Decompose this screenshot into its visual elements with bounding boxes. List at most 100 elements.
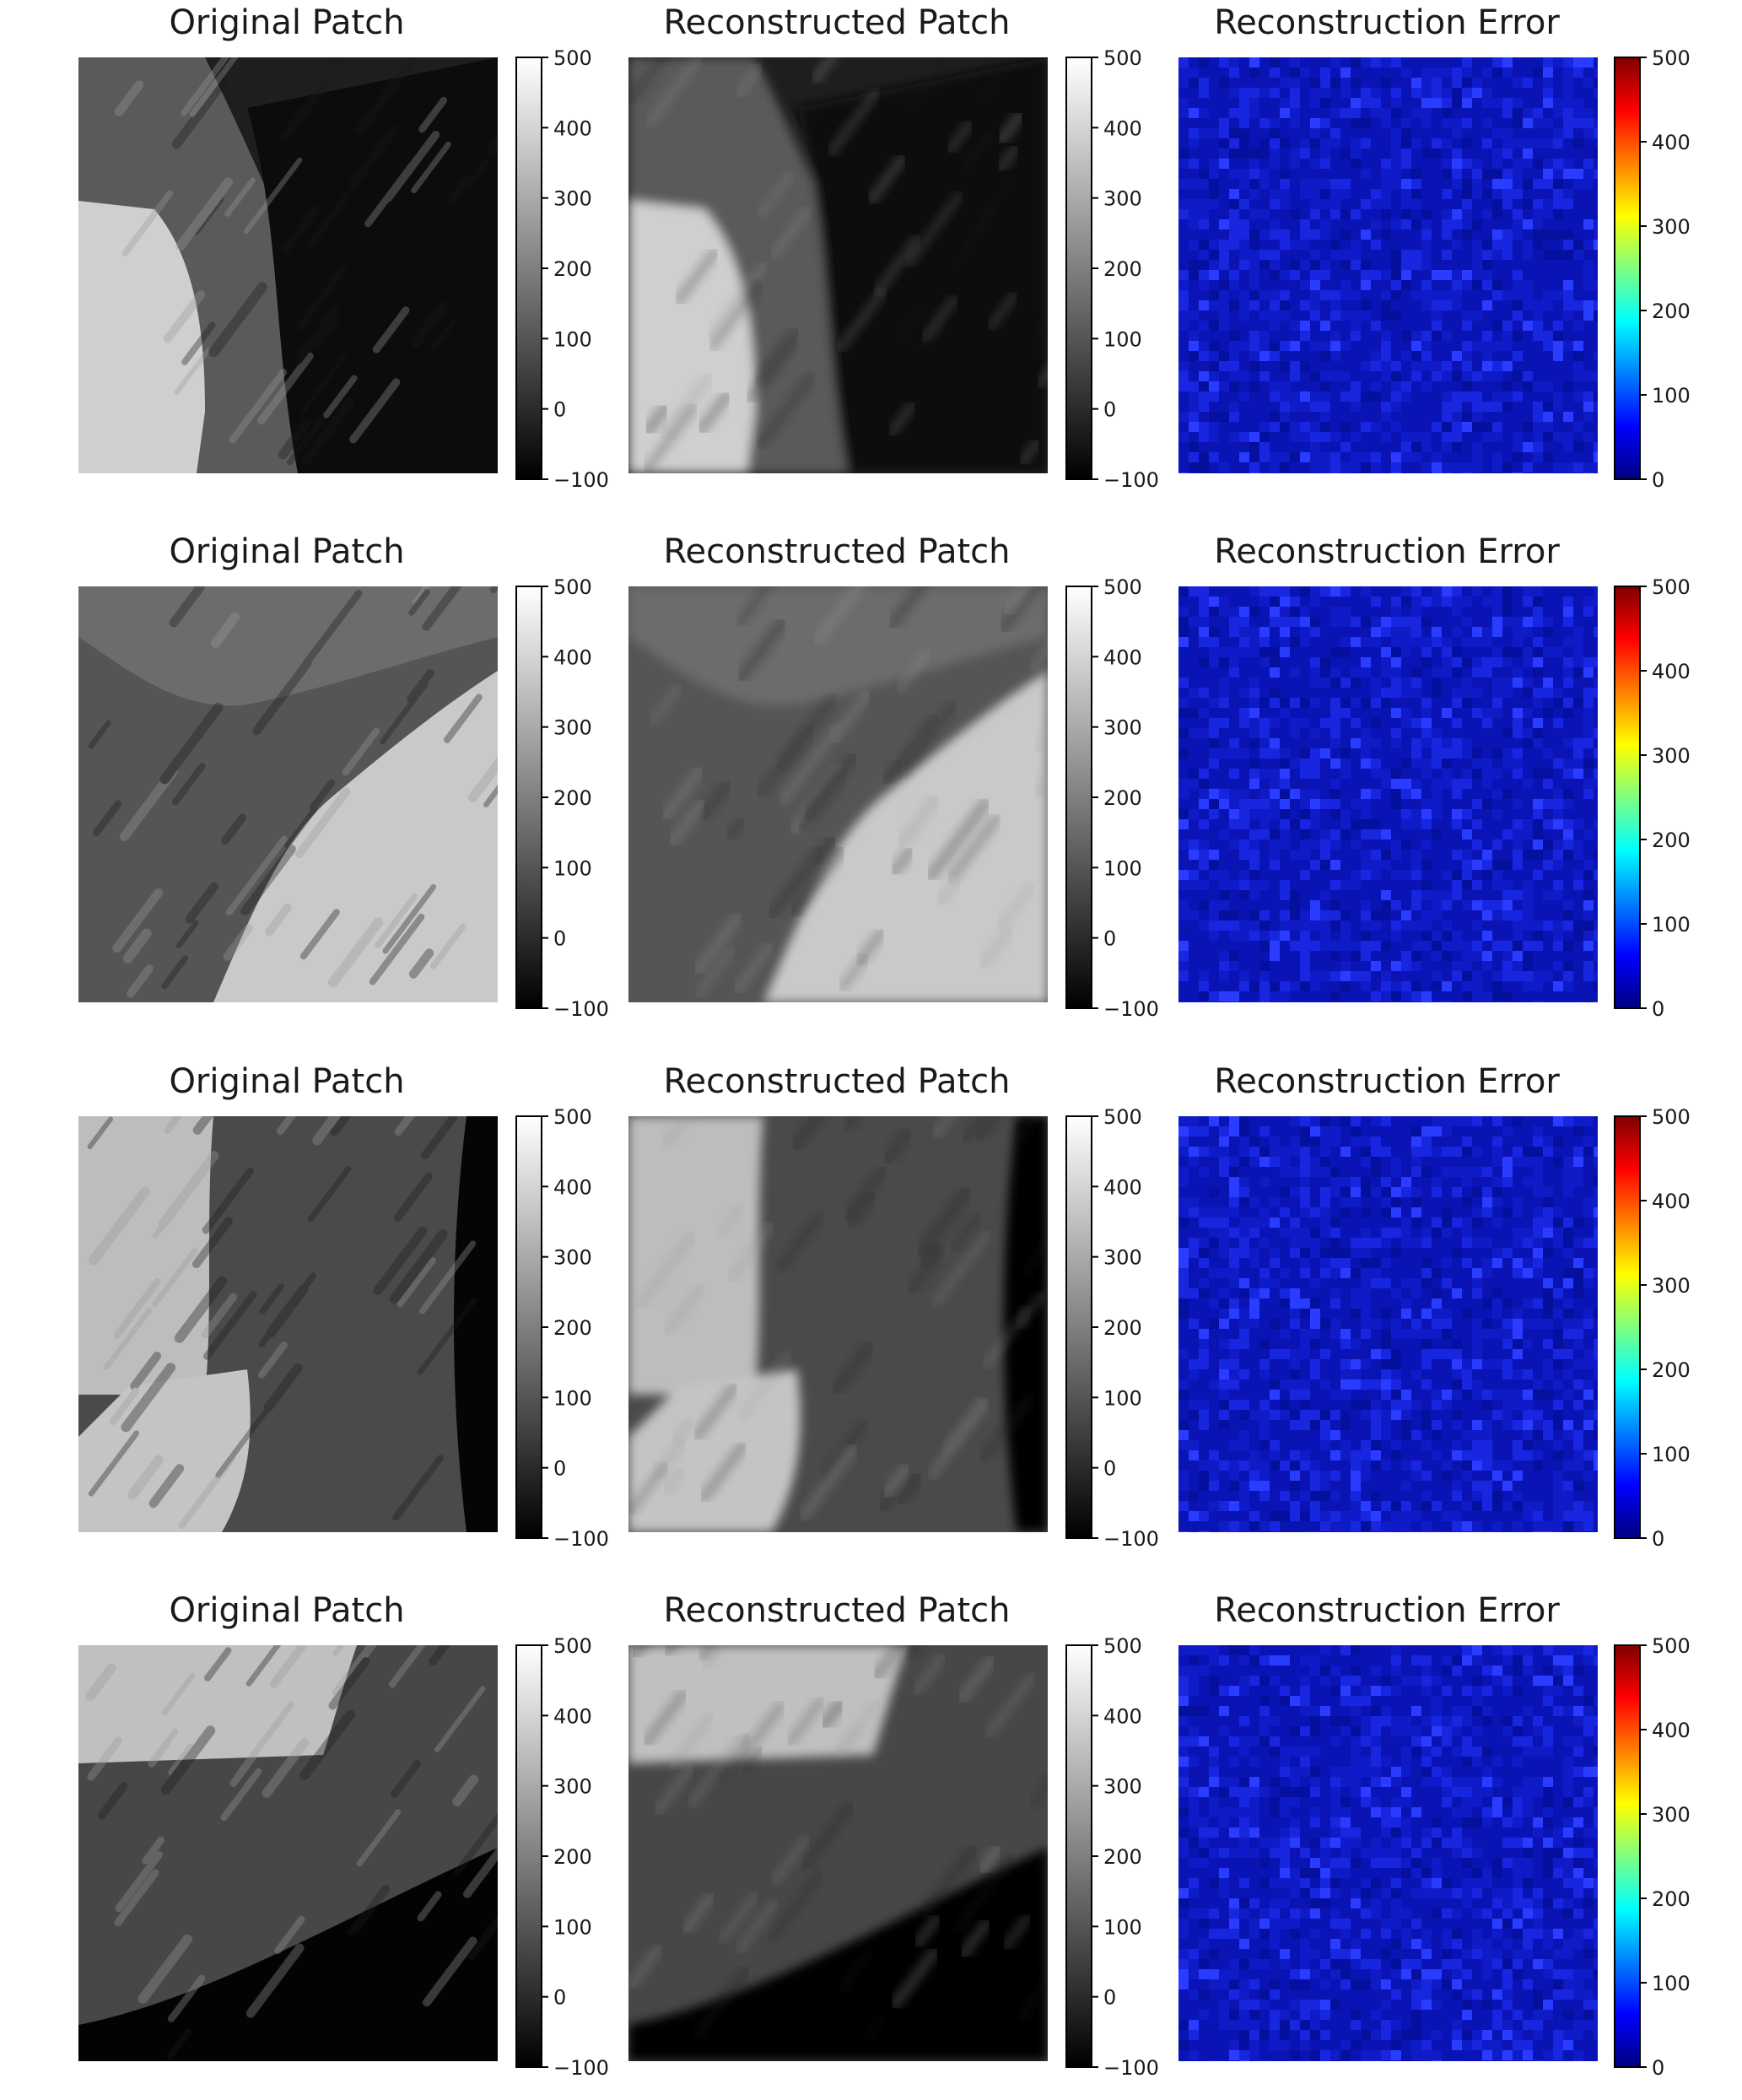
- colorbar-frame: [1614, 1115, 1641, 1539]
- colorbar: 500 400 300 200 100 0: [1614, 1634, 1691, 2080]
- subplot-title: Reconstruction Error: [1214, 1062, 1560, 1101]
- colorbar-gradient: [516, 1116, 542, 1538]
- patch-tissue: [78, 586, 498, 1002]
- subplot-title: Original Patch: [169, 1591, 404, 1630]
- colorbar: 500 400 300 200 100 0: [1614, 46, 1691, 492]
- colorbar-gradient: [1066, 57, 1092, 479]
- subplot-panel: Reconstruction Error 500 400 300 200 100 0: [1178, 3, 1691, 492]
- colorbar-gradient: [1066, 586, 1092, 1008]
- colorbar-tick-label: 400: [1652, 1719, 1691, 1742]
- colorbar: 500 400 300 200 100 0 −100: [1065, 1105, 1159, 1551]
- colorbar-tick-label: 0: [1103, 927, 1116, 951]
- subplot-panel: Reconstructed Patch 500 400 300 200 100 0 −100: [628, 1591, 1159, 2080]
- colorbar-tick-label: 500: [1652, 1105, 1691, 1129]
- colorbar-tick-label: 0: [553, 1457, 566, 1481]
- grayscale-patch-image: [628, 57, 1048, 473]
- error-noise: [1178, 586, 1598, 1002]
- colorbar-tick-label: 300: [553, 1246, 592, 1270]
- subplot-title: Original Patch: [169, 532, 404, 571]
- patch-texture: [88, 586, 498, 998]
- colorbar: 500 400 300 200 100 0: [1614, 1105, 1691, 1551]
- colorbar: 500 400 300 200 100 0 −100: [515, 1105, 609, 1551]
- colorbar-tick-label: 200: [1652, 300, 1691, 323]
- grayscale-patch-image: [78, 586, 498, 1002]
- colorbar-tick-label: 100: [553, 327, 592, 351]
- colorbar-tick-label: −100: [1103, 468, 1159, 492]
- colorbar-tick-label: 400: [1103, 1704, 1142, 1728]
- error-noise: [1178, 1116, 1598, 1532]
- colorbar-gradient: [1615, 1116, 1640, 1538]
- colorbar-tick-label: −100: [1103, 1527, 1159, 1551]
- grayscale-patch-image: [628, 1116, 1048, 1532]
- colorbar-tick-label: 200: [1103, 1845, 1142, 1869]
- colorbar-tick-label: 200: [553, 1316, 592, 1340]
- colorbar-tick-label: 100: [1103, 1386, 1142, 1410]
- colorbar-tick-label: 0: [1652, 997, 1664, 1021]
- colorbar-tick-label: 0: [1103, 1986, 1116, 2010]
- patch-texture: [628, 1116, 1048, 1522]
- colorbar-tick-label: −100: [553, 468, 609, 492]
- error-heatmap-image: [1178, 1645, 1598, 2061]
- colorbar-tick-label: 500: [1652, 575, 1691, 599]
- colorbar-tick-label: 100: [553, 1915, 592, 1939]
- subplot-panel: Reconstruction Error 500 400 300 200 100 0: [1178, 1591, 1691, 2080]
- colorbar-tick-label: 200: [1103, 257, 1142, 281]
- colorbar-tick-label: 300: [1103, 1775, 1142, 1799]
- subplot-title: Reconstructed Patch: [664, 3, 1011, 42]
- error-heatmap-image: [1178, 586, 1598, 1002]
- colorbar-gradient: [516, 57, 542, 479]
- colorbar-gradient: [516, 1645, 542, 2067]
- colorbar-gradient: [516, 586, 542, 1008]
- grayscale-patch-image: [628, 586, 1048, 1002]
- patch-tissue: [78, 1645, 498, 2061]
- colorbar-gradient: [1615, 57, 1640, 479]
- figure-row: Original Patch5004003002001000−100Recons…: [78, 3, 1691, 492]
- colorbar: 500 400 300 200 100 0 −100: [1065, 1634, 1159, 2080]
- colorbar-tick-label: 500: [1103, 1634, 1142, 1658]
- colorbar-tick-label: 400: [1652, 660, 1691, 683]
- colorbar-gradient: [1066, 1645, 1092, 2067]
- colorbar-tick-label: 100: [1103, 1915, 1142, 1939]
- grayscale-patch-image: [78, 1645, 498, 2061]
- figure-row: Original Patch5004003002001000−100Recons…: [78, 1062, 1691, 1551]
- colorbar-frame: [1614, 1644, 1641, 2068]
- subplot-panel: Original Patch 500 400 300 200 100 0 −100: [78, 532, 609, 1021]
- colorbar: 500 400 300 200 100 0: [1614, 575, 1691, 1021]
- colorbar-tick-label: 300: [1103, 187, 1142, 211]
- subplot-panel: Reconstructed Patch 500 400 300 200 100 0 −100: [628, 1062, 1159, 1551]
- colorbar-tick-label: 300: [1652, 744, 1691, 768]
- colorbar: 500 400 300 200 100 0 −100: [1065, 575, 1159, 1021]
- colorbar-tick-label: 500: [1652, 1634, 1691, 1658]
- subplot-title: Reconstructed Patch: [664, 532, 1011, 571]
- subplot-title: Original Patch: [169, 3, 404, 42]
- subplot-title: Reconstructed Patch: [664, 1591, 1011, 1630]
- colorbar-tick-label: 100: [1103, 327, 1142, 351]
- subplot-title: Reconstruction Error: [1214, 3, 1560, 42]
- colorbar-tick-label: 100: [1652, 913, 1691, 937]
- colorbar-tick-label: 300: [1103, 716, 1142, 740]
- colorbar-tick-label: 400: [553, 645, 592, 669]
- colorbar: 500 400 300 200 100 0 −100: [1065, 46, 1159, 492]
- colorbar-tick-label: 0: [553, 398, 566, 422]
- colorbar-tick-label: 500: [1103, 46, 1142, 70]
- subplot-grid: Original Patch5004003002001000−100Recons…: [78, 3, 1691, 2080]
- colorbar-tick-label: 0: [1652, 468, 1664, 492]
- error-heatmap-image: [1178, 1116, 1598, 1532]
- patch-texture: [85, 1645, 498, 2060]
- colorbar-tick-label: 300: [1652, 215, 1691, 239]
- colorbar-tick-label: −100: [553, 1527, 609, 1551]
- figure-row: Original Patch5004003002001000−100Recons…: [78, 532, 1691, 1021]
- error-heatmap-image: [1178, 57, 1598, 473]
- colorbar-tick-label: 300: [1652, 1274, 1691, 1298]
- subplot-panel: Reconstruction Error 500 400 300 200 100 0: [1178, 1062, 1691, 1551]
- colorbar-tick-label: 100: [1652, 384, 1691, 408]
- colorbar-gradient: [1615, 586, 1640, 1008]
- colorbar-tick-label: 300: [553, 716, 592, 740]
- patch-texture: [87, 1116, 477, 1530]
- subplot-title: Reconstruction Error: [1214, 1591, 1560, 1630]
- colorbar-tick-label: 0: [1103, 398, 1116, 422]
- colorbar-tick-label: 500: [553, 46, 592, 70]
- colorbar-tick-label: 400: [1103, 645, 1142, 669]
- colorbar-tick-label: 0: [1652, 2056, 1664, 2080]
- colorbar-gradient: [1615, 1645, 1640, 2067]
